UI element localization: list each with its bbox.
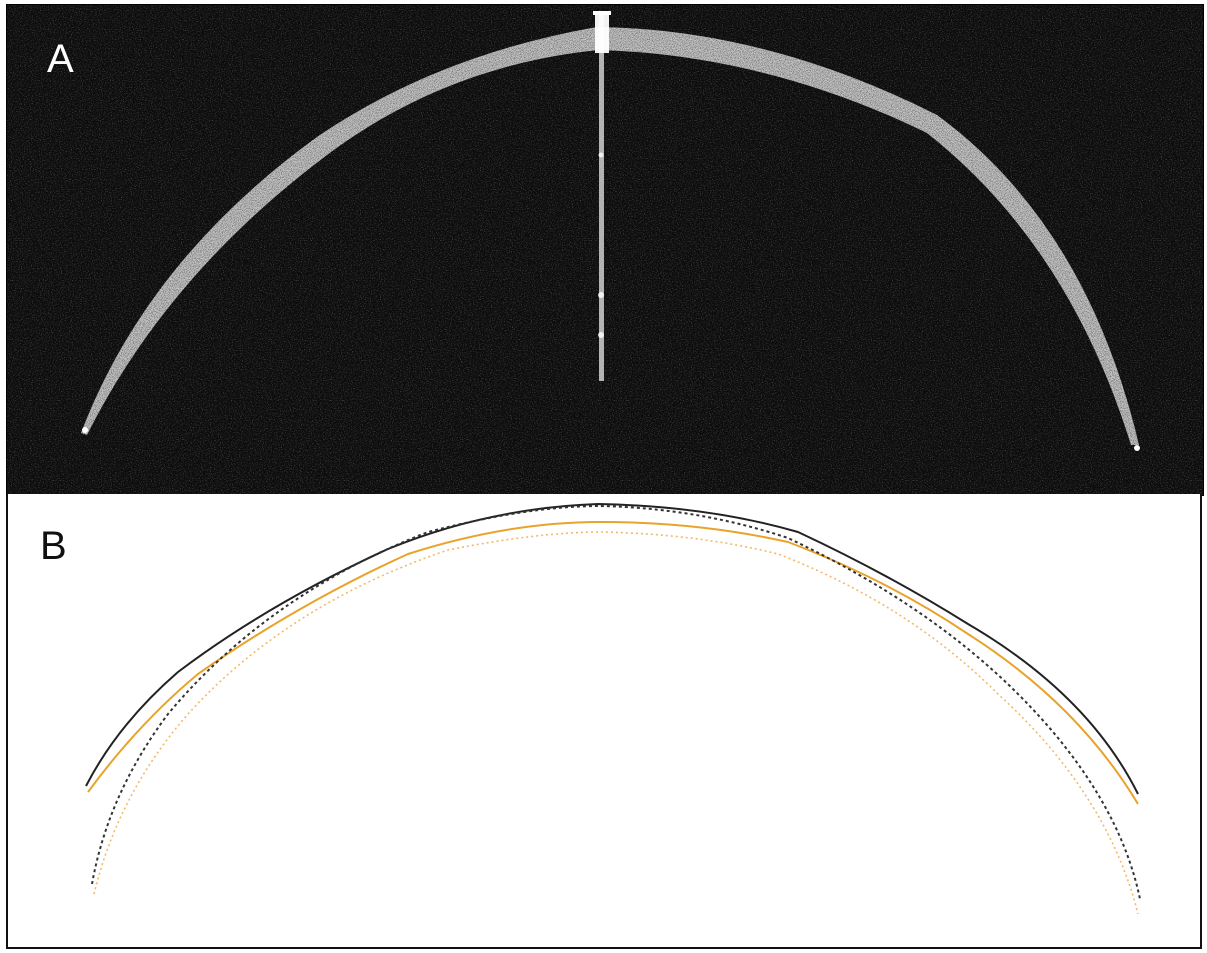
profile-trace-panel: B [6, 494, 1202, 949]
orange-solid-trace [87, 520, 1139, 805]
profile-traces [85, 502, 1141, 915]
central-reflex [599, 11, 604, 381]
panel-label-b: B [40, 524, 67, 568]
black-dotted-trace [91, 504, 1141, 900]
oct-scan-image [7, 5, 1203, 495]
black-solid-trace [85, 502, 1139, 795]
panel-label-a: A [47, 37, 74, 81]
orange-dotted-trace [93, 531, 1139, 915]
oct-scan-panel: A [6, 4, 1204, 496]
